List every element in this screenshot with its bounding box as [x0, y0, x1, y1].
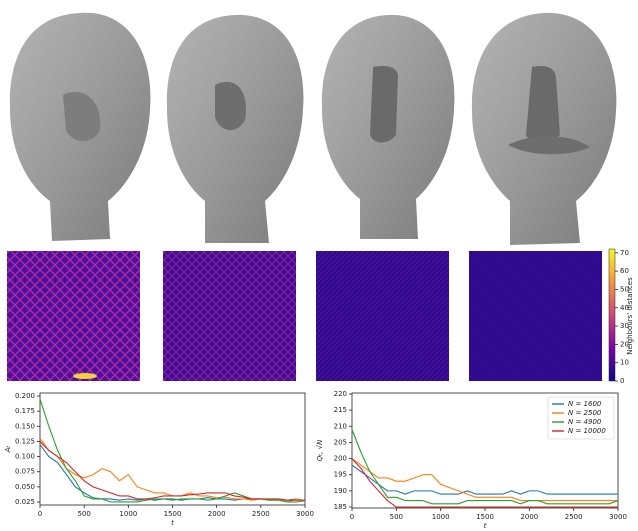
y-tick-label: 205 [334, 438, 347, 446]
series-line [351, 458, 618, 502]
colorbar-tick-label: 30 [620, 322, 629, 330]
x-tick-label: 2000 [208, 510, 226, 518]
y-tick-label: 195 [334, 471, 347, 479]
x-tick-label: 1000 [119, 510, 137, 518]
x-tick-label: 2000 [520, 513, 538, 521]
series-line [351, 458, 618, 508]
colorbar [608, 248, 616, 382]
heatmap [469, 251, 602, 381]
heatmap [163, 251, 296, 381]
y-tick-label: 0.150 [15, 422, 35, 430]
y-tick-label: 215 [334, 406, 347, 414]
y-tick-label: 210 [334, 422, 347, 430]
colorbar-tick-label: 10 [620, 359, 629, 367]
x-tick-label: 1500 [476, 513, 494, 521]
x-tick-label: 3000 [296, 510, 314, 518]
colorbar-tick-label: 60 [620, 267, 629, 275]
y-tick-label: 190 [334, 487, 347, 495]
colorbar-tick-label: 0 [620, 377, 624, 385]
colorbar-tick-label: 40 [620, 304, 629, 312]
y-tick-label: 0.025 [15, 498, 35, 506]
heatmaps [7, 248, 616, 382]
head [321, 14, 455, 239]
x-tick-label: 3000 [609, 513, 627, 521]
legend-label: N = 1600 [568, 400, 602, 408]
legend-box [547, 396, 615, 440]
series-line [39, 444, 306, 502]
y-tick-label: 185 [334, 503, 347, 511]
legend-label: N = 10000 [568, 427, 606, 435]
x-axis-label: t [484, 522, 487, 530]
legend-label: N = 2500 [568, 409, 602, 417]
series-line [351, 429, 619, 505]
heatmap [316, 251, 449, 381]
y-tick-label: 0.050 [15, 483, 35, 491]
x-tick-label: 2500 [252, 510, 270, 518]
y-tick-label: 200 [334, 455, 347, 463]
series-line [351, 464, 618, 495]
colorbar-tick-label: 50 [620, 285, 629, 293]
head [166, 14, 304, 243]
x-tick-label: 1000 [432, 513, 450, 521]
series-line [39, 441, 305, 501]
colorbar-tick-label: 70 [620, 249, 629, 257]
x-tick-label: 0 [350, 513, 354, 521]
x-tick-label: 2500 [565, 513, 583, 521]
head [471, 12, 617, 245]
y-tick-label: 0.100 [15, 453, 35, 461]
head-renders [9, 12, 617, 245]
series-line [39, 398, 306, 503]
legend-label: N = 4900 [568, 418, 602, 426]
x-axis-label: t [171, 519, 174, 527]
y-tick-label: 0.200 [15, 392, 35, 400]
head [9, 12, 151, 241]
x-tick-label: 500 [390, 513, 403, 521]
y-axis-label: Qₜ, √N [316, 439, 324, 461]
x-tick-label: 500 [77, 510, 90, 518]
heatmap [7, 251, 140, 381]
hotspot [73, 373, 97, 379]
colorbar-tick-label: 20 [620, 340, 629, 348]
y-tick-label: 0.125 [15, 437, 35, 445]
y-tick-label: 220 [334, 390, 347, 398]
series-line [39, 438, 306, 503]
y-tick-label: 0.175 [15, 407, 35, 415]
x-tick-label: 0 [38, 510, 42, 518]
x-tick-label: 1500 [164, 510, 182, 518]
colorbar-label: Neighbours' distances [626, 277, 634, 355]
y-tick-label: 0.075 [15, 468, 35, 476]
y-axis-label: Aₜ [4, 446, 12, 454]
